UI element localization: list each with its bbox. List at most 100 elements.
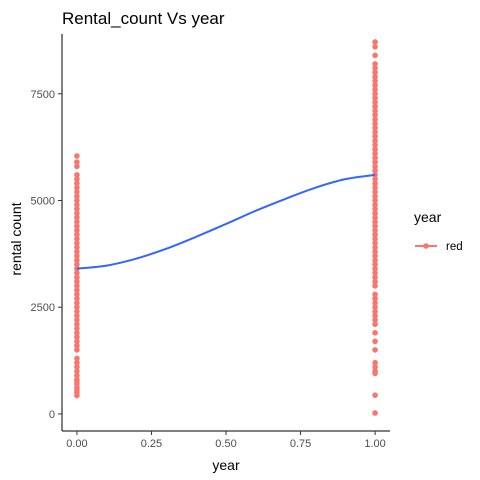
data-point: [372, 180, 378, 187]
data-point: [74, 330, 80, 336]
data-point: [372, 219, 378, 225]
data-point: [74, 295, 80, 302]
data-point: [74, 206, 80, 212]
data-point: [372, 90, 378, 97]
data-point: [74, 287, 80, 293]
data-point: [372, 364, 378, 370]
data-point: [372, 172, 378, 178]
data-point: [372, 176, 378, 182]
data-point: [74, 291, 80, 298]
data-point: [74, 227, 80, 234]
data-point: [74, 338, 80, 345]
data-point: [74, 231, 80, 238]
y-tick-label: 5000: [31, 195, 55, 207]
data-point: [372, 133, 378, 140]
data-point: [372, 210, 378, 217]
data-point: [74, 210, 80, 217]
data-point: [74, 274, 80, 281]
data-point: [74, 317, 80, 323]
data-point: [372, 312, 378, 319]
data-point: [372, 116, 378, 123]
data-point: [372, 240, 378, 246]
x-tick-label: 0.00: [66, 438, 87, 450]
data-point: [372, 193, 378, 200]
data-point: [372, 368, 378, 375]
data-point: [372, 291, 378, 298]
data-point: [74, 236, 80, 242]
y-tick-label: 2500: [31, 302, 55, 314]
y-axis-title: rental count: [8, 202, 24, 275]
data-point: [74, 342, 80, 349]
legend: year red: [414, 209, 463, 253]
data-point: [372, 295, 378, 302]
data-point: [74, 248, 80, 255]
data-point: [372, 184, 378, 191]
data-point: [74, 180, 80, 187]
data-point: [372, 248, 378, 255]
data-point: [372, 265, 378, 272]
data-point: [74, 201, 80, 208]
data-point: [372, 410, 378, 416]
data-point: [372, 159, 378, 165]
data-point: [372, 137, 378, 144]
data-point: [74, 359, 80, 366]
data-point: [372, 278, 378, 285]
legend-title: year: [414, 209, 442, 225]
x-tick-label: 0.50: [215, 438, 236, 450]
x-axis-title: year: [212, 457, 240, 473]
data-point: [372, 163, 378, 170]
data-point: [74, 364, 80, 370]
data-point: [372, 86, 378, 93]
data-point: [372, 39, 378, 45]
data-point: [74, 283, 80, 289]
data-point: [372, 283, 378, 289]
data-point: [372, 214, 378, 221]
data-point: [372, 52, 378, 59]
data-point: [372, 167, 378, 174]
data-point: [372, 78, 378, 84]
data-point: [372, 120, 378, 127]
y-tick-label: 0: [49, 409, 55, 421]
data-point: [74, 308, 80, 315]
data-point: [74, 219, 80, 225]
legend-entries: red: [415, 241, 463, 253]
data-point: [372, 257, 378, 264]
data-point: [74, 304, 80, 311]
data-point: [372, 201, 378, 208]
ticks-layer: 0.00 0.25 0.50 0.75 1.00 0 2500 5000 7500: [31, 89, 386, 450]
data-point: [372, 330, 378, 336]
data-point: [372, 61, 378, 67]
data-point: [372, 347, 378, 353]
data-point: [372, 95, 378, 101]
data-point: [74, 257, 80, 264]
data-point: [372, 108, 378, 114]
data-point: [372, 69, 378, 76]
smooth-layer: [76, 173, 376, 270]
data-point: [74, 376, 80, 383]
data-point: [74, 176, 80, 182]
data-point: [372, 129, 378, 135]
data-point: [372, 82, 378, 89]
data-point: [74, 244, 80, 251]
data-point: [372, 125, 378, 131]
data-point: [74, 189, 80, 195]
legend-key-point: [423, 243, 429, 249]
data-point: [372, 261, 378, 268]
data-point: [372, 73, 378, 80]
data-point: [372, 189, 378, 195]
data-point: [74, 347, 80, 353]
data-point: [372, 274, 378, 281]
data-point: [372, 270, 378, 276]
data-point: [74, 372, 80, 379]
data-point: [74, 159, 80, 165]
data-point: [372, 231, 378, 238]
data-point: [372, 103, 378, 110]
data-point: [372, 253, 378, 259]
data-point: [74, 278, 80, 285]
data-point: [372, 308, 378, 315]
data-point: [74, 163, 80, 170]
data-point: [74, 184, 80, 191]
data-point: [74, 193, 80, 200]
x-tick-label: 0.75: [290, 438, 311, 450]
data-point: [74, 368, 80, 375]
